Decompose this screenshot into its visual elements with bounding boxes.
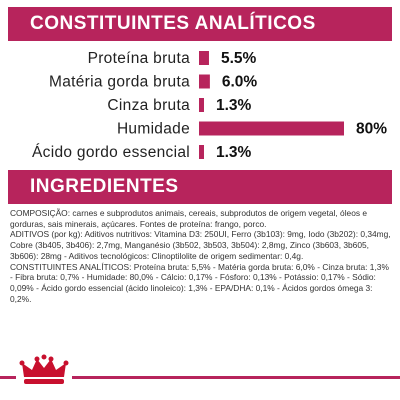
- category-label: Ácido gordo essencial: [32, 144, 190, 161]
- bar: [199, 98, 204, 112]
- footer-divider-left: [0, 376, 16, 379]
- category-label: Humidade: [117, 121, 190, 138]
- additives-paragraph: ADITIVOS (por kg): Aditivos nutritivos: …: [10, 229, 391, 261]
- bar: [199, 145, 204, 159]
- constituents-paragraph: CONSTITUINTES ANALÍTICOS: Proteína bruta…: [10, 261, 389, 304]
- composition-paragraph: COMPOSIÇÃO: carnes e subprodutos animais…: [10, 208, 368, 229]
- value-label: 1.3%: [216, 144, 252, 161]
- value-label: 5.5%: [221, 50, 257, 67]
- bar: [199, 121, 344, 136]
- analytic-constituents-header: CONSTITUINTES ANALÍTICOS: [8, 7, 392, 41]
- ingredients-text: COMPOSIÇÃO: carnes e subprodutos animais…: [10, 208, 392, 304]
- bar: [199, 74, 210, 89]
- analytic-constituents-chart: Proteína bruta 5.5% Matéria gorda bruta 6.0…: [32, 50, 387, 161]
- bar: [199, 51, 209, 65]
- value-label: 1.3%: [216, 97, 252, 114]
- category-label: Matéria gorda bruta: [49, 74, 190, 91]
- category-label: Cinza bruta: [107, 97, 190, 114]
- value-label: 6.0%: [222, 74, 258, 91]
- ingredients-header: INGREDIENTES: [8, 170, 392, 204]
- footer-divider-right: [72, 376, 400, 379]
- value-label: 80%: [356, 121, 387, 138]
- royal-crown-icon: [19, 354, 69, 384]
- category-label: Proteína bruta: [88, 50, 191, 67]
